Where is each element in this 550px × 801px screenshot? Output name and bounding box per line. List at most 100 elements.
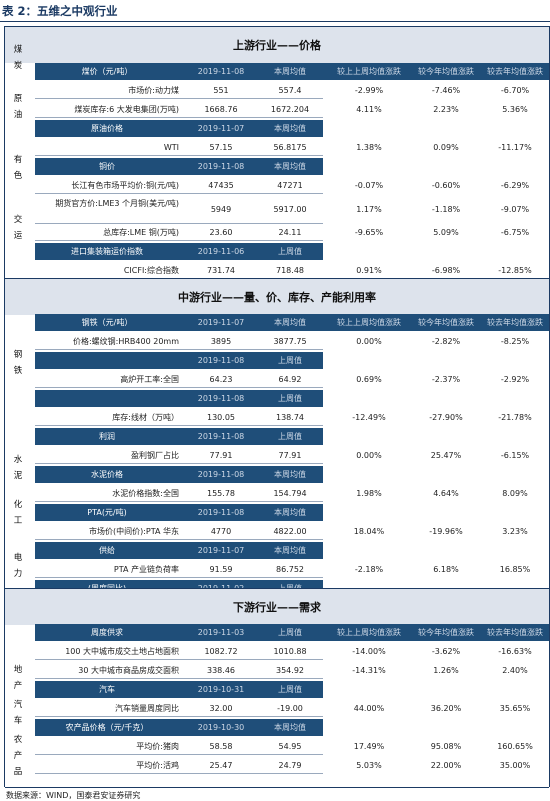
cell-v3: -9.65% (354, 228, 384, 237)
cell-label: CICFI:综合指数 (123, 266, 179, 275)
cell-v1: 1668.76 (204, 105, 238, 114)
cell-v4: -27.90% (429, 413, 463, 422)
cell-v5 (481, 243, 549, 260)
category-label: 汽 车 (13, 700, 23, 726)
row-rule (35, 333, 323, 350)
cell-v1: 2019-11-06 (197, 247, 245, 256)
group-header-band (35, 624, 549, 641)
cell-label: 期货官方价:LME3 个月铜(美元/吨) (55, 199, 179, 208)
cell-v2: 154.794 (273, 489, 307, 498)
row-rule (35, 561, 323, 578)
cell-v4: 1.26% (433, 666, 459, 675)
title-rule (0, 21, 550, 22)
cell-v1: 130.05 (207, 413, 235, 422)
category-label: 农 产 品 (13, 735, 23, 777)
cell-v4 (411, 542, 481, 559)
cell-label: PTA(元/吨) (87, 508, 127, 517)
cell-label (35, 390, 185, 407)
group-header-band (35, 63, 549, 80)
group-header-row: 原油价格 2019-11-07 本周均值 (5, 120, 549, 137)
table-title: 表 2：五维之中观行业 (2, 4, 118, 18)
cell-v3: -2.99% (354, 86, 384, 95)
cell-v3 (327, 681, 411, 698)
cell-v2: 上周值 (278, 685, 302, 694)
cell-v2: 本周均值 (274, 162, 306, 171)
cell-v4 (411, 719, 481, 736)
cell-v5: 35.00% (499, 761, 531, 770)
cell-label: 原油价格 (91, 124, 123, 133)
cell-v4: -2.82% (431, 337, 461, 346)
cell-v2: 1672.204 (270, 105, 310, 114)
cell-v3 (327, 542, 411, 559)
group-header-band (35, 158, 323, 175)
cell-v5 (481, 390, 549, 407)
cell-v3: 0.69% (356, 375, 382, 384)
cell-v5: 3.23% (502, 527, 528, 536)
cell-v1: 2019-11-08 (197, 394, 245, 403)
cell-v3 (327, 158, 411, 175)
group-header-row: 铜价 2019-11-08 本周均值 (5, 158, 549, 175)
downstream-section-band (5, 624, 549, 788)
group-header-band (35, 120, 323, 137)
table-row: 长江有色市场平均价:铜(元/吨) 47435 47271 -0.07% -0.60% -6… (5, 177, 549, 194)
cell-v3 (327, 352, 411, 369)
cell-v1: 1082.72 (204, 647, 238, 656)
cell-v2: 718.48 (276, 266, 304, 275)
row-rule (35, 139, 323, 156)
cell-label: 100 大中城市成交土地占地面积 (65, 647, 179, 656)
cell-v3: -0.07% (354, 181, 384, 190)
cell-v1: 32.00 (209, 704, 233, 713)
cell-label: 煤价（元/吨） (81, 67, 133, 76)
category-label: 钢 铁 (13, 350, 23, 376)
cell-v5: -9.07% (500, 205, 530, 214)
cell-v3 (327, 466, 411, 483)
cell-v4: -3.62% (431, 647, 461, 656)
table-row: CICFI:综合指数 731.74 718.48 0.91% -6.98% -12.85% (5, 262, 549, 279)
cell-v3: 44.00% (353, 704, 385, 713)
cell-v2: 上周值 (278, 356, 302, 365)
cell-v3 (327, 719, 411, 736)
group-header-band (35, 542, 323, 559)
cell-v2: 24.79 (278, 761, 302, 770)
cell-v3: -12.49% (352, 413, 386, 422)
row-rule (35, 101, 323, 118)
cell-label: 水泥价格 (91, 470, 123, 479)
cell-v4: -6.98% (431, 266, 461, 275)
group-header-band (35, 352, 323, 369)
cell-label: PTA 产业链负荷率 (113, 565, 179, 574)
cell-v2: -19.00 (277, 704, 303, 713)
cell-v3: 17.49% (353, 742, 385, 751)
group-header-row: 汽车 2019-10-31 上周值 (5, 681, 549, 698)
cell-v5: 较去年均值涨跌 (487, 67, 543, 76)
cell-v1: 2019-10-30 (197, 723, 245, 732)
cell-v4: -2.37% (431, 375, 461, 384)
cell-v2: 24.11 (278, 228, 302, 237)
table-row: 市场价:动力煤 551 557.4 -2.99% -7.46% -6.70% (5, 82, 549, 99)
cell-v5 (481, 504, 549, 521)
cell-v5: 较去年均值涨跌 (487, 628, 543, 637)
cell-v4: -1.18% (431, 205, 461, 214)
cell-v4: 较今年均值涨跌 (418, 67, 474, 76)
cell-label: 利润 (99, 432, 115, 441)
cell-v2: 54.95 (278, 742, 302, 751)
cell-v2: 354.92 (276, 666, 304, 675)
cell-v3 (327, 120, 411, 137)
cell-v3 (327, 390, 411, 407)
cell-v5: -8.25% (500, 337, 530, 346)
cell-v3: 较上上周均值涨跌 (337, 67, 401, 76)
cell-v5: -6.15% (500, 451, 530, 460)
group-header-row: 钢铁（元/吨） 2019-11-07 本周均值 较上上周均值涨跌 较今年均值涨跌 较去年均… (5, 314, 549, 331)
cell-v4 (411, 120, 481, 137)
cell-v1: 58.58 (209, 742, 233, 751)
cell-v5: 160.65% (497, 742, 533, 751)
cell-v5: -21.78% (498, 413, 532, 422)
cell-v4: -19.96% (429, 527, 463, 536)
cell-v1: 57.15 (209, 143, 233, 152)
row-rule (35, 643, 323, 660)
cell-label: 价格:螺纹钢:HRB400 20mm (72, 337, 179, 346)
cell-v4 (411, 390, 481, 407)
cell-v5 (481, 352, 549, 369)
cell-v3: 5.03% (356, 761, 382, 770)
table-row: WTI 57.15 56.8175 1.38% 0.09% -11.17% (5, 139, 549, 156)
cell-label (35, 352, 185, 369)
